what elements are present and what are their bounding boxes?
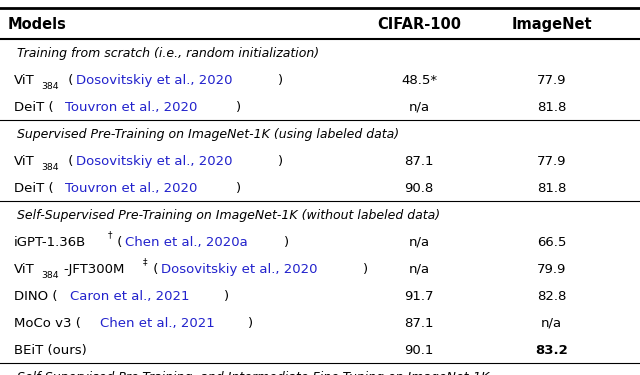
Text: 87.1: 87.1: [404, 316, 434, 330]
Text: 81.8: 81.8: [537, 100, 566, 114]
Text: 384: 384: [41, 81, 58, 90]
Text: ): ): [278, 74, 283, 87]
Text: Training from scratch (i.e., random initialization): Training from scratch (i.e., random init…: [17, 46, 319, 60]
Text: n/a: n/a: [408, 236, 430, 249]
Text: n/a: n/a: [541, 316, 563, 330]
Text: 90.8: 90.8: [404, 182, 434, 195]
Text: 384: 384: [41, 270, 58, 279]
Text: ): ): [248, 316, 253, 330]
Text: Supervised Pre-Training on ImageNet-1K (using labeled data): Supervised Pre-Training on ImageNet-1K (…: [17, 128, 399, 141]
Text: n/a: n/a: [408, 262, 430, 276]
Text: Chen et al., 2020a: Chen et al., 2020a: [125, 236, 248, 249]
Text: 82.8: 82.8: [537, 290, 566, 303]
Text: DeiT (: DeiT (: [14, 182, 54, 195]
Text: ‡: ‡: [143, 257, 147, 266]
Text: 90.1: 90.1: [404, 344, 434, 357]
Text: 77.9: 77.9: [537, 74, 566, 87]
Text: Caron et al., 2021: Caron et al., 2021: [70, 290, 189, 303]
Text: (: (: [63, 154, 73, 168]
Text: 87.1: 87.1: [404, 154, 434, 168]
Text: ): ): [236, 182, 241, 195]
Text: Touvron et al., 2020: Touvron et al., 2020: [65, 100, 198, 114]
Text: ImageNet: ImageNet: [511, 17, 592, 32]
Text: 384: 384: [41, 162, 58, 171]
Text: ViT: ViT: [14, 74, 35, 87]
Text: Chen et al., 2021: Chen et al., 2021: [100, 316, 215, 330]
Text: -JFT300M: -JFT300M: [63, 262, 125, 276]
Text: ViT: ViT: [14, 154, 35, 168]
Text: CIFAR-100: CIFAR-100: [377, 17, 461, 32]
Text: n/a: n/a: [408, 100, 430, 114]
Text: ViT: ViT: [14, 262, 35, 276]
Text: †: †: [108, 230, 112, 239]
Text: 81.8: 81.8: [537, 182, 566, 195]
Text: Models: Models: [8, 17, 67, 32]
Text: iGPT-1.36B: iGPT-1.36B: [14, 236, 86, 249]
Text: 83.2: 83.2: [535, 344, 568, 357]
Text: MoCo v3 (: MoCo v3 (: [14, 316, 81, 330]
Text: (: (: [63, 74, 73, 87]
Text: Touvron et al., 2020: Touvron et al., 2020: [65, 182, 198, 195]
Text: 91.7: 91.7: [404, 290, 434, 303]
Text: 48.5*: 48.5*: [401, 74, 437, 87]
Text: Self-Supervised Pre-Training on ImageNet-1K (without labeled data): Self-Supervised Pre-Training on ImageNet…: [17, 209, 440, 222]
Text: 77.9: 77.9: [537, 154, 566, 168]
Text: BEiT (ours): BEiT (ours): [14, 344, 87, 357]
Text: ): ): [225, 290, 230, 303]
Text: DeiT (: DeiT (: [14, 100, 54, 114]
Text: (: (: [113, 236, 122, 249]
Text: 79.9: 79.9: [537, 262, 566, 276]
Text: 66.5: 66.5: [537, 236, 566, 249]
Text: ): ): [278, 154, 283, 168]
Text: ): ): [363, 262, 368, 276]
Text: Dosovitskiy et al., 2020: Dosovitskiy et al., 2020: [161, 262, 317, 276]
Text: (: (: [148, 262, 158, 276]
Text: Self-Supervised Pre-Training, and Intermediate Fine-Tuning on ImageNet-1K: Self-Supervised Pre-Training, and Interm…: [17, 370, 490, 375]
Text: Dosovitskiy et al., 2020: Dosovitskiy et al., 2020: [76, 74, 232, 87]
Text: ): ): [284, 236, 289, 249]
Text: DINO (: DINO (: [14, 290, 58, 303]
Text: ): ): [236, 100, 241, 114]
Text: Dosovitskiy et al., 2020: Dosovitskiy et al., 2020: [76, 154, 232, 168]
